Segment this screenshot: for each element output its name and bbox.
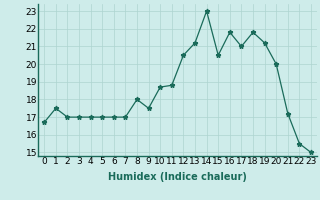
X-axis label: Humidex (Indice chaleur): Humidex (Indice chaleur)	[108, 172, 247, 182]
